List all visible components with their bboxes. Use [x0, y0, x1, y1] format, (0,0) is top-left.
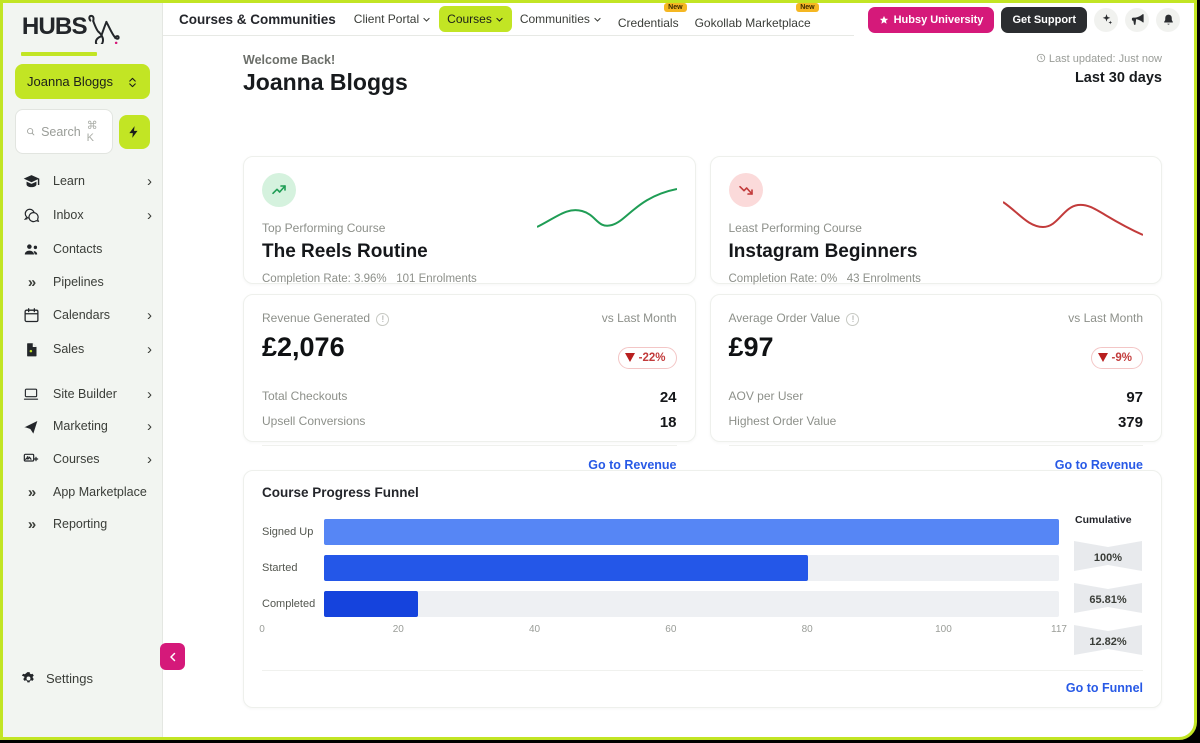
svg-text:HUBS: HUBS [22, 13, 88, 40]
svg-text:100%: 100% [1094, 552, 1122, 564]
svg-text:65.81%: 65.81% [1089, 594, 1127, 606]
svg-text:12.82%: 12.82% [1089, 636, 1127, 648]
